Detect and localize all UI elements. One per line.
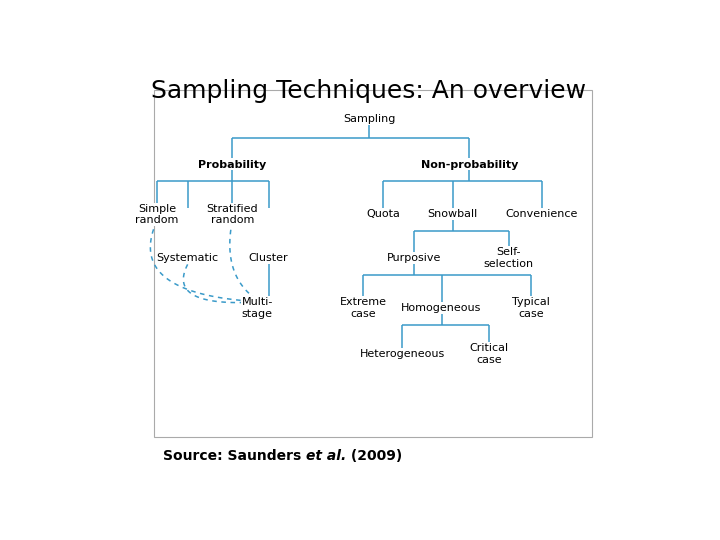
Text: Homogeneous: Homogeneous [401, 303, 482, 313]
Text: Critical
case: Critical case [469, 343, 508, 364]
Text: Cluster: Cluster [248, 253, 289, 263]
Text: Multi-
stage: Multi- stage [242, 297, 273, 319]
Text: Stratified
random: Stratified random [207, 204, 258, 225]
Text: Extreme
case: Extreme case [340, 297, 387, 319]
Text: Probability: Probability [198, 160, 266, 170]
Text: Typical
case: Typical case [512, 297, 550, 319]
Text: Purposive: Purposive [387, 253, 441, 263]
Text: Source: Saunders: Source: Saunders [163, 449, 306, 463]
Text: et al.: et al. [306, 449, 346, 463]
Text: Snowball: Snowball [428, 210, 478, 219]
Text: Quota: Quota [366, 210, 400, 219]
Text: Sampling Techniques: An overview: Sampling Techniques: An overview [151, 79, 587, 103]
Text: Convenience: Convenience [505, 210, 578, 219]
Bar [154, 90, 593, 437]
Text: Non-probability: Non-probability [420, 160, 518, 170]
Text: Heterogeneous: Heterogeneous [360, 349, 445, 359]
Text: Simple
random: Simple random [135, 204, 179, 225]
Text: Sampling: Sampling [343, 114, 395, 124]
Text: Systematic: Systematic [156, 253, 219, 263]
Text: Self-
selection: Self- selection [483, 247, 534, 269]
Text: (2009): (2009) [346, 449, 402, 463]
